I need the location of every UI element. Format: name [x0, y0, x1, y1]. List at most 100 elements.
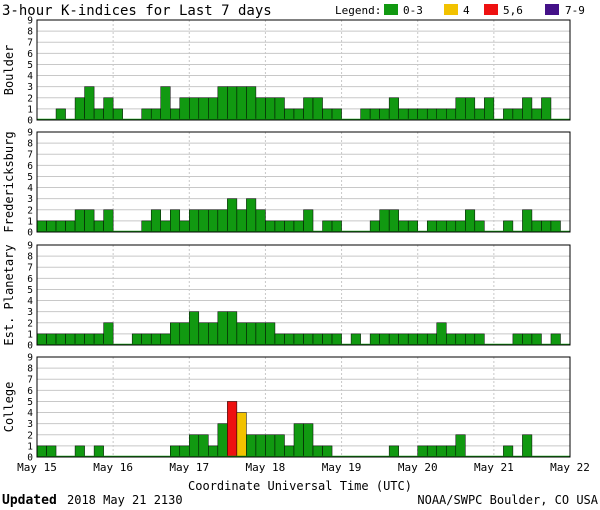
k-index-bar: [369, 108, 380, 121]
x-tick-label: May 21: [474, 461, 514, 474]
k-index-bar: [455, 333, 466, 346]
legend-text-0-3: 0-3: [403, 4, 423, 17]
x-axis-label: Coordinate Universal Time (UTC): [188, 479, 412, 493]
k-index-bar: [274, 434, 285, 458]
k-index-bar: [531, 108, 542, 121]
k-index-bar: [217, 86, 228, 121]
k-index-bar: [465, 209, 476, 233]
legend-text-7-9: 7-9: [565, 4, 585, 17]
y-tick-label: 1: [27, 104, 33, 115]
k-index-bar: [322, 333, 333, 346]
y-tick-label: 2: [27, 318, 33, 329]
y-tick-label: 4: [27, 408, 33, 419]
k-index-bar: [379, 108, 390, 121]
k-index-bar: [398, 333, 409, 346]
y-tick-label: 0: [27, 453, 33, 464]
k-index-bar: [55, 333, 66, 346]
k-index-bar: [369, 220, 380, 233]
k-index-bar: [503, 220, 514, 233]
k-index-bar: [217, 311, 228, 346]
y-tick-label: 7: [27, 263, 33, 274]
k-index-bar: [350, 333, 361, 346]
k-index-bar: [331, 220, 342, 233]
y-tick-label: 5: [27, 172, 33, 183]
y-tick-label: 3: [27, 194, 33, 205]
k-index-bar: [265, 322, 276, 346]
k-index-bar: [84, 209, 95, 233]
k-index-bar: [407, 333, 418, 346]
k-index-bar: [55, 220, 66, 233]
k-index-bar: [255, 97, 266, 121]
k-index-bar: [407, 220, 418, 233]
x-tick-label: May 20: [398, 461, 438, 474]
y-tick-label: 0: [27, 228, 33, 239]
k-index-bar: [426, 445, 438, 458]
k-index-bar: [522, 434, 533, 458]
k-index-bar: [46, 333, 57, 346]
k-index-bar: [550, 333, 561, 346]
y-tick-label: 4: [27, 296, 33, 307]
k-index-bar: [103, 209, 114, 233]
k-index-bar: [84, 86, 95, 121]
k-index-bar: [160, 333, 171, 346]
k-index-bar: [170, 445, 181, 458]
legend-text-4: 4: [463, 4, 470, 17]
k-index-bar: [103, 322, 114, 346]
k-index-bar: [379, 209, 390, 233]
k-index-bar: [426, 220, 438, 233]
k-index-bar: [236, 209, 247, 233]
y-axis-label: Est. Planetary: [2, 244, 16, 345]
k-index-bar: [303, 97, 314, 121]
updated-value: 2018 May 21 2130: [67, 493, 183, 507]
y-tick-label: 5: [27, 285, 33, 296]
k-index-bar: [293, 423, 304, 458]
k-index-bar: [446, 333, 457, 346]
credit: NOAA/SWPC Boulder, CO USA: [417, 493, 598, 507]
panel-frame: [36, 131, 571, 233]
k-index-bar: [160, 86, 171, 121]
k-index-bar: [407, 108, 418, 121]
legend-swatch-4: [444, 4, 458, 15]
y-tick-label: 1: [27, 329, 33, 340]
panel-frame: [36, 19, 571, 121]
k-index-bar: [474, 220, 485, 233]
k-index-bar: [131, 333, 142, 346]
legend-swatch-7-9: [545, 4, 559, 15]
k-index-bar: [522, 333, 533, 346]
k-index-bar: [503, 445, 514, 458]
k-index-bar: [284, 108, 295, 121]
k-index-bar: [246, 198, 257, 233]
k-index-bar: [274, 220, 285, 233]
k-index-bar: [398, 108, 409, 121]
legend-swatch-0-3: [384, 4, 398, 15]
k-index-bar: [141, 333, 152, 346]
k-index-bar: [531, 333, 542, 346]
k-index-bar: [417, 445, 428, 458]
k-index-bar: [227, 401, 238, 458]
k-index-bar: [150, 108, 161, 121]
k-index-bar: [246, 86, 257, 121]
k-index-bar: [170, 322, 181, 346]
k-index-bar: [426, 333, 438, 346]
y-tick-label: 7: [27, 150, 33, 161]
k-index-bar: [198, 209, 209, 233]
panels: 0123456789Boulder0123456789Fredericksbur…: [2, 16, 571, 464]
k-index-bar: [303, 333, 314, 346]
k-index-bar: [446, 445, 457, 458]
y-tick-label: 3: [27, 419, 33, 430]
k-index-bar: [255, 209, 266, 233]
k-index-bar: [150, 333, 161, 346]
legend-label: Legend:: [335, 4, 381, 17]
x-tick-label: May 18: [246, 461, 286, 474]
y-tick-label: 4: [27, 183, 33, 194]
y-tick-label: 9: [27, 241, 33, 252]
k-index-bar: [436, 322, 447, 346]
k-index-bar: [312, 97, 323, 121]
k-index-bar: [293, 108, 304, 121]
k-index-bar: [84, 333, 95, 346]
k-index-bar: [36, 445, 47, 458]
k-index-bar: [65, 220, 76, 233]
k-index-bar: [360, 108, 371, 121]
k-index-bar: [274, 333, 285, 346]
